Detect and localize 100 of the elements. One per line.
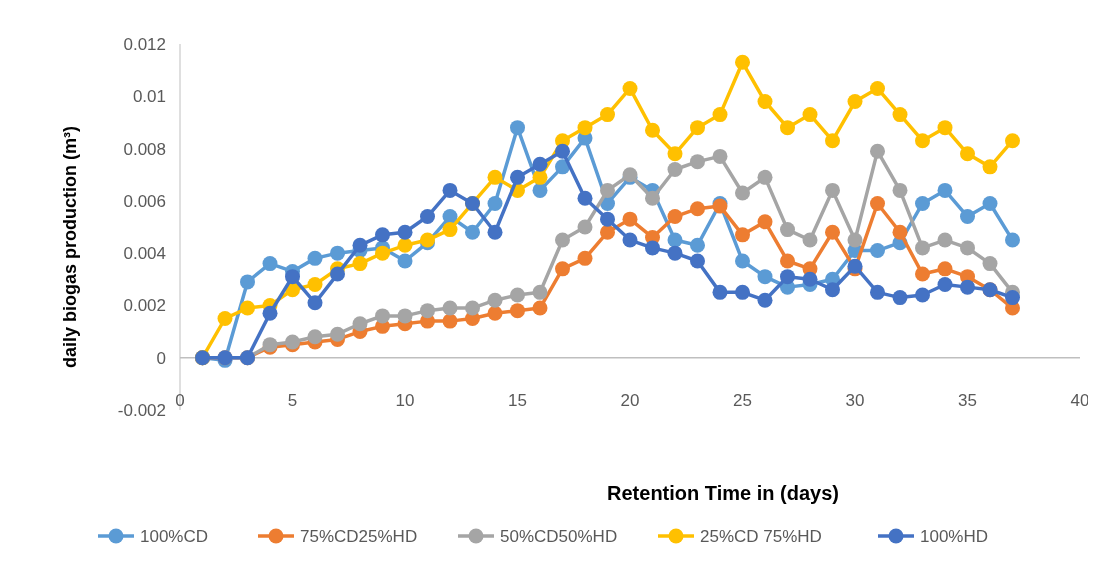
point bbox=[645, 190, 660, 206]
point bbox=[915, 266, 930, 282]
legend-label: 100%CD bbox=[140, 526, 209, 546]
point bbox=[285, 269, 300, 285]
point bbox=[577, 219, 593, 235]
point bbox=[645, 122, 660, 138]
point bbox=[892, 224, 908, 240]
point bbox=[937, 261, 953, 277]
point bbox=[757, 169, 773, 185]
point bbox=[645, 240, 660, 256]
point bbox=[397, 224, 413, 240]
y-tick-label: -0.002 bbox=[117, 400, 166, 420]
x-tick-label: 0 bbox=[175, 391, 185, 410]
point bbox=[937, 182, 953, 198]
point bbox=[465, 224, 480, 240]
point bbox=[532, 284, 548, 300]
point bbox=[847, 232, 863, 248]
point bbox=[510, 303, 525, 319]
point bbox=[622, 211, 638, 227]
legend-label: 25%CD 75%HD bbox=[700, 526, 822, 546]
point bbox=[487, 169, 503, 185]
point bbox=[960, 146, 975, 162]
point bbox=[667, 146, 683, 162]
point bbox=[352, 316, 368, 332]
point bbox=[397, 308, 413, 324]
point bbox=[892, 182, 908, 198]
point bbox=[442, 313, 458, 329]
point bbox=[262, 305, 278, 321]
point bbox=[937, 232, 953, 248]
y-tick-label: 0.004 bbox=[123, 244, 166, 264]
point bbox=[532, 169, 548, 185]
point bbox=[420, 209, 435, 225]
point bbox=[937, 120, 953, 136]
point bbox=[802, 107, 818, 123]
point bbox=[735, 185, 750, 201]
point bbox=[577, 190, 593, 206]
point bbox=[532, 182, 548, 198]
point bbox=[802, 271, 818, 287]
point bbox=[690, 201, 705, 217]
point bbox=[757, 269, 773, 285]
point bbox=[712, 284, 728, 300]
point bbox=[622, 80, 638, 96]
point bbox=[330, 326, 345, 342]
point bbox=[510, 120, 525, 136]
point bbox=[487, 224, 503, 240]
legend-label: 50%CD50%HD bbox=[500, 526, 618, 546]
y-tick-label: 0.008 bbox=[123, 139, 166, 159]
point bbox=[757, 214, 773, 230]
y-tick-label: 0 bbox=[156, 348, 166, 368]
point bbox=[780, 120, 795, 136]
point bbox=[780, 253, 795, 269]
point bbox=[960, 279, 975, 295]
point bbox=[532, 300, 548, 316]
point bbox=[555, 261, 570, 277]
x-tick-label: 25 bbox=[733, 391, 752, 410]
point bbox=[870, 195, 885, 211]
point bbox=[577, 250, 593, 266]
point bbox=[870, 243, 885, 259]
point bbox=[555, 232, 570, 248]
point bbox=[375, 245, 390, 261]
point bbox=[847, 94, 863, 109]
point bbox=[397, 253, 413, 269]
point bbox=[532, 156, 548, 172]
point bbox=[487, 195, 503, 211]
point bbox=[600, 107, 615, 123]
point bbox=[757, 292, 773, 308]
point bbox=[735, 284, 750, 300]
point bbox=[555, 143, 570, 159]
point bbox=[510, 169, 525, 185]
point bbox=[352, 256, 368, 272]
point bbox=[622, 232, 638, 248]
x-tick-label: 10 bbox=[395, 391, 415, 410]
point bbox=[1005, 290, 1020, 306]
point bbox=[307, 329, 323, 345]
point bbox=[802, 232, 818, 248]
point bbox=[600, 182, 615, 198]
x-tick-label: 35 bbox=[958, 391, 977, 410]
point bbox=[937, 277, 953, 292]
point bbox=[217, 311, 233, 326]
point bbox=[915, 133, 930, 149]
point bbox=[1005, 232, 1020, 248]
point bbox=[825, 282, 840, 298]
point bbox=[825, 224, 840, 240]
point bbox=[330, 266, 345, 282]
point bbox=[757, 94, 773, 109]
x-tick-label: 20 bbox=[620, 391, 640, 410]
y-tick-label: 0.002 bbox=[123, 296, 166, 316]
point bbox=[487, 305, 503, 321]
point bbox=[375, 308, 390, 324]
point bbox=[960, 209, 975, 225]
point bbox=[307, 250, 323, 266]
point bbox=[465, 300, 480, 316]
point bbox=[735, 54, 750, 70]
point bbox=[330, 245, 345, 261]
point bbox=[982, 195, 998, 211]
y-axis-title: daily biogas production (m³) bbox=[60, 126, 80, 368]
point bbox=[667, 209, 683, 225]
point bbox=[600, 211, 615, 227]
point bbox=[712, 107, 728, 123]
point bbox=[735, 227, 750, 243]
